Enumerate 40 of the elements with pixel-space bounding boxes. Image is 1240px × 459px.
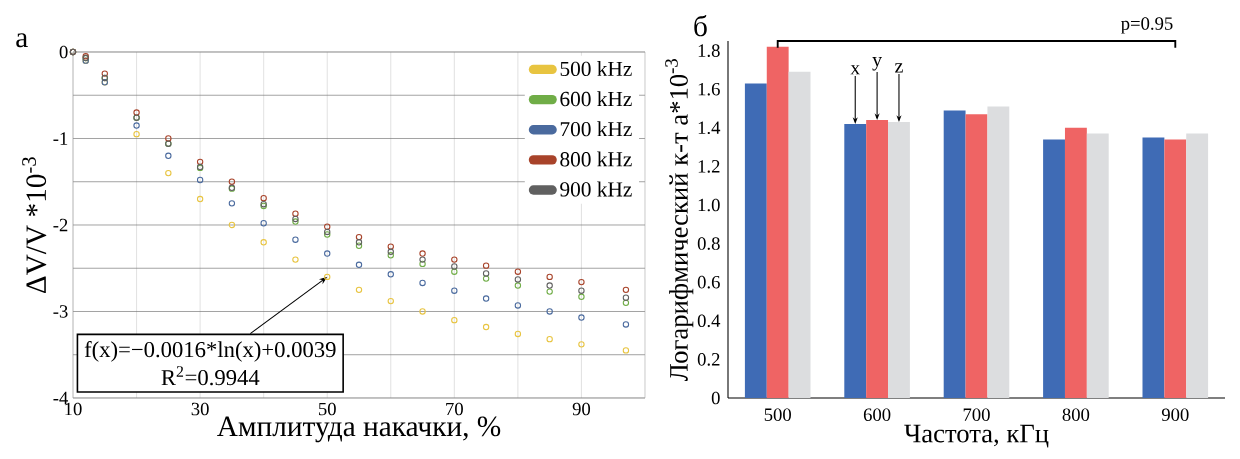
- annotation: R$^{2}$=0.9944: [161, 366, 260, 386]
- y-axis-title: ΔV/V *10$^{-3}$: [22, 157, 47, 294]
- y-tick-label: 0: [711, 391, 720, 405]
- y-tick-label: 0: [59, 45, 68, 59]
- x-tick-label: 30: [191, 402, 209, 416]
- text: x: [850, 65, 860, 75]
- x-axis-title: Амплитуда накачки, %: [217, 416, 501, 443]
- y-tick-label: -1: [53, 132, 68, 145]
- y-tick-label: 1.2: [698, 160, 720, 173]
- legend-label: 600 kHz: [560, 91, 632, 107]
- x-tick-label: 600: [863, 408, 891, 421]
- annotation: f(x)=−0.0016*ln(x)+0.0039: [84, 341, 336, 362]
- legend-label: 500 kHz: [560, 61, 632, 77]
- legend-label: 900 kHz: [560, 181, 632, 197]
- x-axis-title: Частота, кГц: [904, 424, 1049, 448]
- y-tick-label: 1.0: [698, 198, 720, 212]
- text: а: [16, 33, 28, 48]
- y-tick-label: 0.2: [697, 353, 720, 366]
- text: y: [872, 57, 883, 71]
- legend-label: 800 kHz: [560, 151, 632, 167]
- y-tick-label: -3: [53, 305, 68, 318]
- y-tick-label: -2: [53, 218, 68, 232]
- y-axis-title: Логарифмический к-т а*10$^{-3}$: [665, 59, 694, 382]
- x-tick-label: 700: [963, 408, 990, 421]
- y-tick-label: 0.8: [697, 237, 720, 250]
- text: p=0.95: [1121, 17, 1173, 34]
- legend-label: 700 kHz: [560, 121, 632, 137]
- x-tick-label: 90: [572, 402, 591, 416]
- y-tick-label: 1.8: [698, 44, 720, 57]
- text: б: [694, 14, 707, 37]
- y-tick-label: 0.4: [697, 314, 721, 328]
- x-tick-label: 500: [764, 408, 791, 421]
- x-tick-label: 900: [1161, 408, 1189, 421]
- y-tick-label: 1.4: [698, 121, 721, 135]
- x-tick-label: 70: [446, 402, 463, 416]
- x-tick-label: 800: [1062, 408, 1090, 421]
- y-tick-label: 1.6: [698, 82, 720, 96]
- x-tick-label: 50: [318, 402, 336, 416]
- text: z: [895, 63, 903, 73]
- y-tick-label: 0.6: [697, 275, 720, 289]
